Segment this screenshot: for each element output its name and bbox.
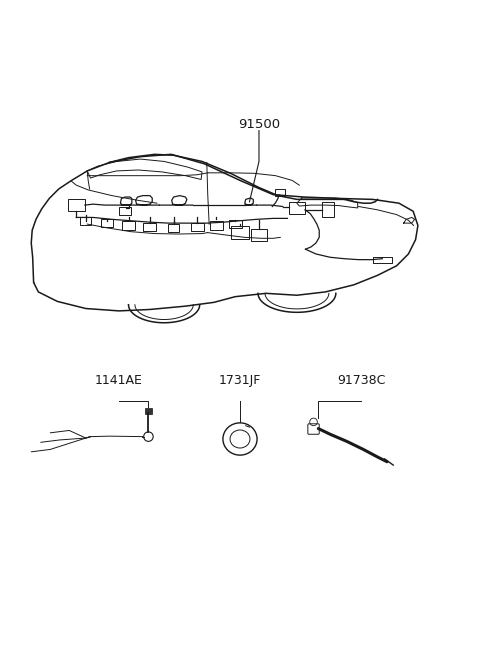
Text: 1731JF: 1731JF xyxy=(219,374,261,387)
Bar xyxy=(288,202,305,214)
Bar xyxy=(80,217,92,225)
Bar xyxy=(322,202,334,217)
Bar xyxy=(68,199,84,211)
FancyBboxPatch shape xyxy=(145,408,152,414)
Bar xyxy=(191,223,204,231)
Bar xyxy=(275,189,285,196)
Bar xyxy=(251,229,267,241)
Bar xyxy=(122,221,135,230)
Bar xyxy=(228,220,242,229)
Bar xyxy=(101,219,113,227)
Text: 91500: 91500 xyxy=(238,118,280,130)
Text: 1141AE: 1141AE xyxy=(95,374,143,387)
Bar xyxy=(168,224,179,232)
Bar xyxy=(230,226,250,239)
Bar xyxy=(210,221,223,230)
Text: 91738C: 91738C xyxy=(337,374,385,387)
Bar xyxy=(120,208,131,215)
Bar xyxy=(143,223,156,231)
